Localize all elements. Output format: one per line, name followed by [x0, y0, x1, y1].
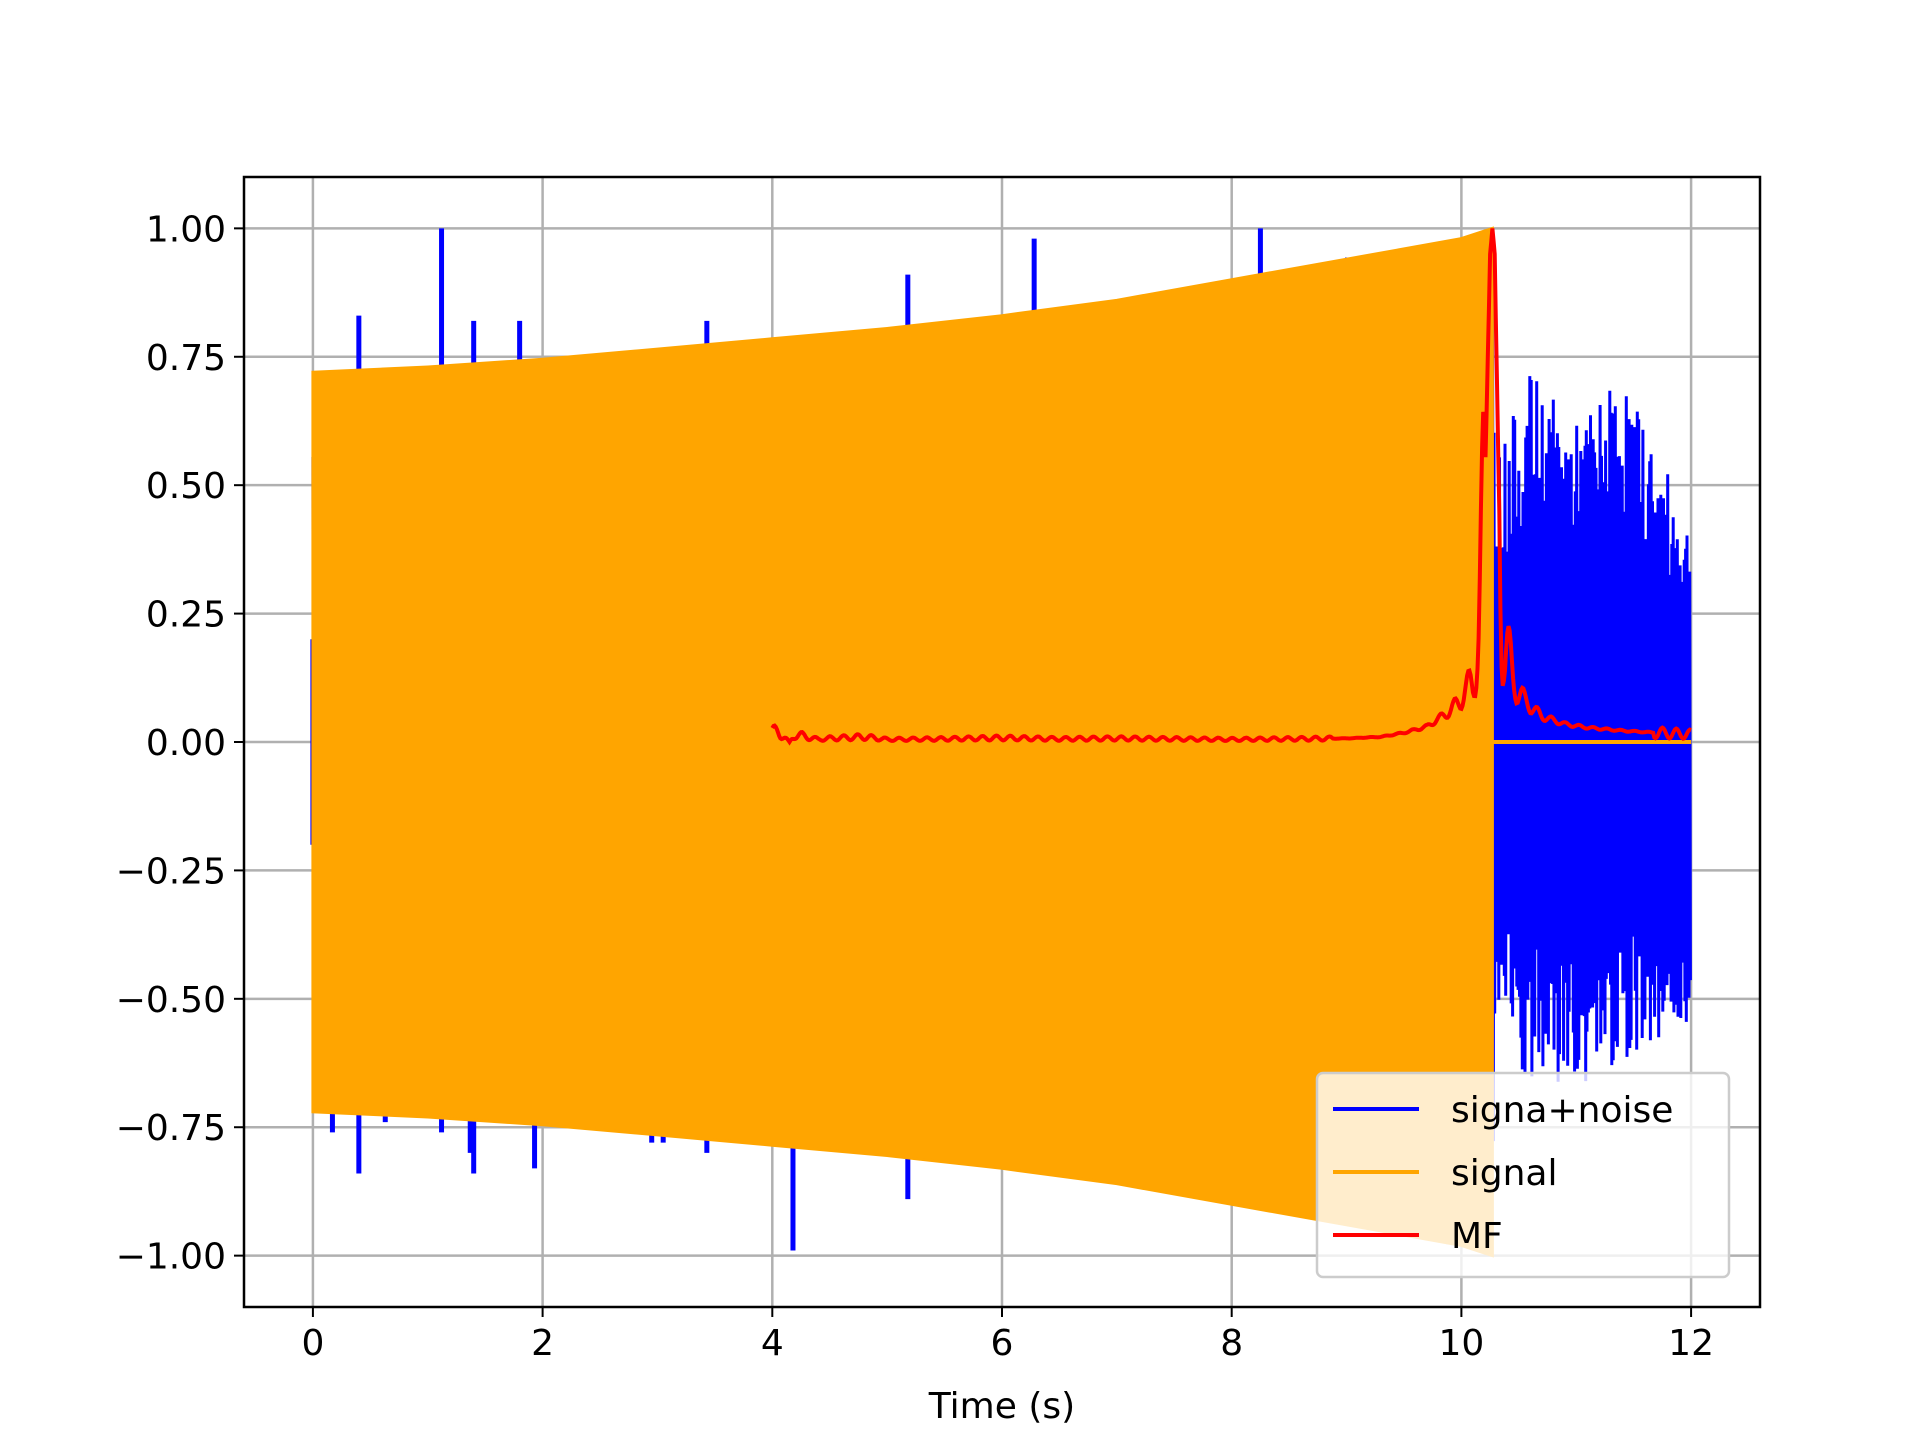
y-tick-label: 0.25 [146, 595, 226, 636]
legend-label: MF [1451, 1216, 1503, 1257]
x-tick-label: 10 [1438, 1323, 1484, 1364]
x-axis-label: Time (s) [928, 1386, 1075, 1427]
series-line-mf [770, 228, 1692, 746]
legend-item: MF [1333, 1216, 1503, 1257]
legend-box [1315, 1071, 1731, 1279]
y-tick-label: −0.25 [116, 851, 226, 892]
plot-area [310, 226, 1692, 1258]
x-tick-label: 0 [301, 1323, 324, 1364]
y-axis: 1.00 0.75 0.50 0.25 0.00 −0.25 −0.50 −0.75 −1.00 [116, 209, 244, 1278]
x-axis: 0 2 4 6 8 10 12 [301, 1307, 1714, 1364]
y-tick-label: 0.00 [146, 723, 226, 764]
x-tick-label: 6 [991, 1323, 1014, 1364]
legend-label: signa+noise [1451, 1090, 1673, 1131]
legend-item: signal [1333, 1153, 1558, 1194]
signal-envelope [311, 226, 1494, 1258]
y-tick-label: −0.50 [116, 980, 226, 1021]
y-tick-label: 0.50 [146, 466, 226, 507]
x-tick-label: 4 [761, 1323, 784, 1364]
y-tick-label: −1.00 [116, 1237, 226, 1278]
x-tick-label: 12 [1668, 1323, 1714, 1364]
series-signal [311, 226, 1692, 1258]
x-tick-label: 8 [1220, 1323, 1243, 1364]
x-tick-label: 2 [531, 1323, 554, 1364]
series-mf [770, 228, 1692, 746]
y-tick-label: 0.75 [146, 338, 226, 379]
y-tick-label: −0.75 [116, 1108, 226, 1149]
legend-item: signa+noise [1333, 1090, 1673, 1131]
legend-label: signal [1451, 1153, 1558, 1194]
y-tick-label: 1.00 [146, 209, 226, 250]
legend: signa+noise signal MF [1315, 1071, 1731, 1279]
